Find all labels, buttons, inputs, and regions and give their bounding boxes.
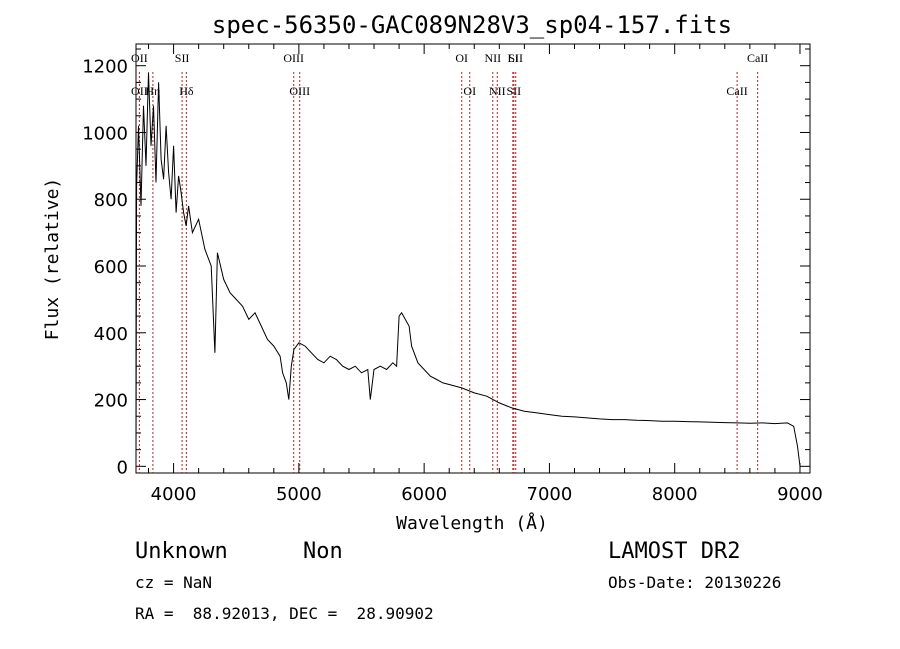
x-tick-label: 7000 <box>527 484 573 505</box>
emission-line-label: Li <box>508 51 519 65</box>
y-tick-label: 200 <box>94 391 128 412</box>
coordinates: RA = 88.92013, DEC = 28.90902 <box>135 604 434 623</box>
emission-line-label: SII <box>175 51 190 65</box>
x-tick-label: 8000 <box>652 484 698 505</box>
x-axis-label: Wavelength (Å) <box>396 512 548 534</box>
emission-line-label: NII <box>484 51 501 65</box>
y-tick-label: 400 <box>94 324 128 345</box>
emission-line-label: OII <box>131 51 148 65</box>
emission-line-label: OI <box>463 84 476 98</box>
emission-line-label: OIII <box>283 51 304 65</box>
y-axis: 0 200 400 600 800 1000 1200 <box>82 48 810 478</box>
x-tick-label: 4000 <box>151 484 197 505</box>
emission-line-label: SII <box>508 51 523 65</box>
y-tick-label: 1000 <box>82 123 128 144</box>
object-subclass: Non <box>303 539 343 564</box>
plot-frame <box>135 43 811 474</box>
emission-line-label: OII <box>131 84 148 98</box>
object-class: Unknown <box>135 539 228 564</box>
y-axis-label: Flux (relative) <box>42 178 63 341</box>
y-tick-label: 800 <box>94 190 128 211</box>
emission-line-label: OIII <box>289 84 310 98</box>
emission-line-label: Hδ <box>179 84 194 98</box>
emission-line-label: CaII <box>726 84 747 98</box>
emission-line-label: OI <box>455 51 468 65</box>
emission-line-label: NII <box>489 84 506 98</box>
emission-lines: OIIOIIHηSIIHδOIIIOIIIOIOINIINIILiSIISIIC… <box>131 51 768 473</box>
y-tick-label: 1200 <box>82 57 128 78</box>
redshift-cz: cz = NaN <box>135 573 212 592</box>
x-axis: 4000 5000 6000 7000 8000 9000 <box>148 44 823 505</box>
emission-line-label: SII <box>507 84 522 98</box>
emission-line-label: CaII <box>747 51 768 65</box>
spectrum-series-line <box>135 72 801 467</box>
chart-title: spec-56350-GAC089N28V3_sp04-157.fits <box>212 11 732 39</box>
y-tick-label: 0 <box>117 457 128 478</box>
x-tick-label: 5000 <box>276 484 322 505</box>
observation-date: Obs-Date: 20130226 <box>608 573 781 592</box>
x-tick-label: 9000 <box>777 484 823 505</box>
x-tick-label: 6000 <box>401 484 447 505</box>
y-tick-label: 600 <box>94 257 128 278</box>
survey-name: LAMOST DR2 <box>608 539 740 564</box>
